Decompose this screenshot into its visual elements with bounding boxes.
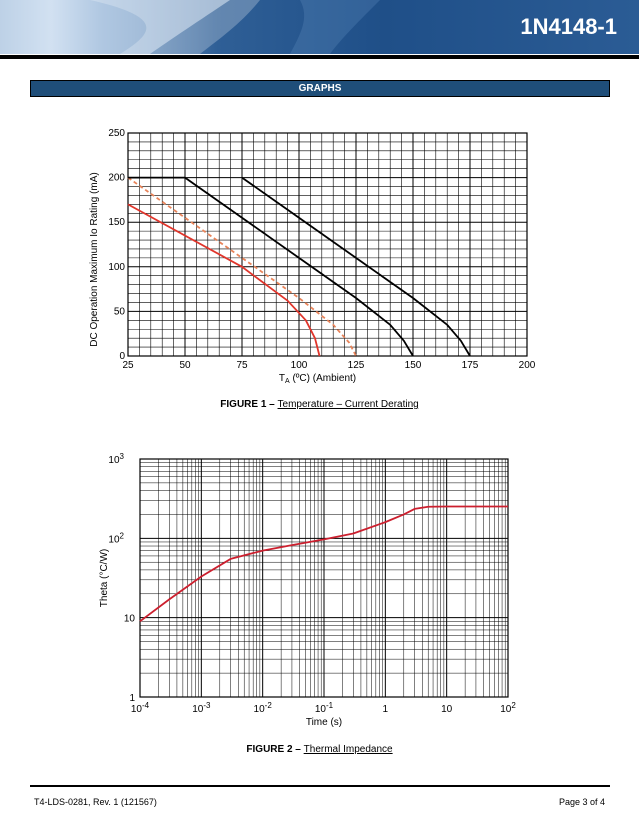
derating-curve-1 xyxy=(127,203,321,357)
y-tick-label: 50 xyxy=(114,306,126,317)
y-axis-label: DC Operation Maximum Io Rating (mA) xyxy=(89,172,100,347)
figure-2-label: FIGURE 2 – xyxy=(246,744,304,755)
temperature-derating-chart: 25 50 75 100 125 150 175 200 0 50 100 150 200 250 TA (… xyxy=(89,128,536,385)
x-tick-label: 175 xyxy=(462,360,479,371)
figure-1-caption: FIGURE 1 – Temperature – Current Deratin… xyxy=(0,399,639,410)
x-tick-label: 200 xyxy=(519,360,536,371)
thermal-impedance-chart: 10-4 10-3 10-2 10-1 1 10 102 1 10 102 103 Time (s) T… xyxy=(99,452,516,728)
y-tick-label: 250 xyxy=(108,128,125,139)
figure-2-caption: FIGURE 2 – Thermal Impedance xyxy=(0,744,639,755)
x-tick-label: 25 xyxy=(122,360,134,371)
x-axis-label: TA (ºC) (Ambient) xyxy=(279,373,356,385)
y-tick-label: 1 xyxy=(129,693,135,704)
header-rule xyxy=(0,55,639,59)
y-tick-label: 150 xyxy=(108,217,125,228)
x-tick-label: 1 xyxy=(383,704,389,715)
x-tick-label: 125 xyxy=(348,360,365,371)
section-title-bar: GRAPHS xyxy=(30,80,610,97)
x-tick-label: 10-2 xyxy=(254,701,273,715)
figure-2-title: Thermal Impedance xyxy=(303,744,393,755)
x-tick-label: 50 xyxy=(179,360,191,371)
x-tick-label: 10-1 xyxy=(315,701,334,715)
x-tick-label: 10-4 xyxy=(131,701,150,715)
y-tick-label: 200 xyxy=(108,173,125,184)
derating-curve-4 xyxy=(241,176,471,357)
x-tick-label: 75 xyxy=(236,360,248,371)
plot-frame xyxy=(127,132,528,357)
y-tick-label: 100 xyxy=(108,262,125,273)
y-tick-label: 102 xyxy=(108,531,124,545)
plot-frame xyxy=(139,458,509,698)
y-axis-label: Theta (°C/W) xyxy=(99,549,110,607)
x-tick-label: 10 xyxy=(441,704,453,715)
y-tick-label: 103 xyxy=(108,452,124,466)
x-tick-label: 10-3 xyxy=(192,701,211,715)
part-number-title: 1N4148-1 xyxy=(520,14,617,39)
header-banner: 1N4148-1 xyxy=(0,0,639,54)
banner-wave-graphic xyxy=(0,0,380,54)
footer-rule xyxy=(30,785,610,787)
footer-page-number: Page 3 of 4 xyxy=(558,797,605,807)
y-tick-label: 0 xyxy=(119,351,125,362)
derating-curve-3 xyxy=(128,176,414,357)
x-tick-label: 150 xyxy=(405,360,422,371)
figure-1-label: FIGURE 1 – xyxy=(220,399,278,410)
y-tick-label: 10 xyxy=(124,614,136,625)
figure-1-title: Temperature – Current Derating xyxy=(277,399,419,410)
thermal-impedance-curve-1 xyxy=(139,505,508,623)
x-tick-label: 100 xyxy=(291,360,308,371)
footer-document-id: T4-LDS-0281, Rev. 1 (121567) xyxy=(34,797,157,807)
x-tick-label: 102 xyxy=(500,701,516,715)
derating-curve-2 xyxy=(127,176,357,357)
x-axis-label: Time (s) xyxy=(306,717,342,728)
